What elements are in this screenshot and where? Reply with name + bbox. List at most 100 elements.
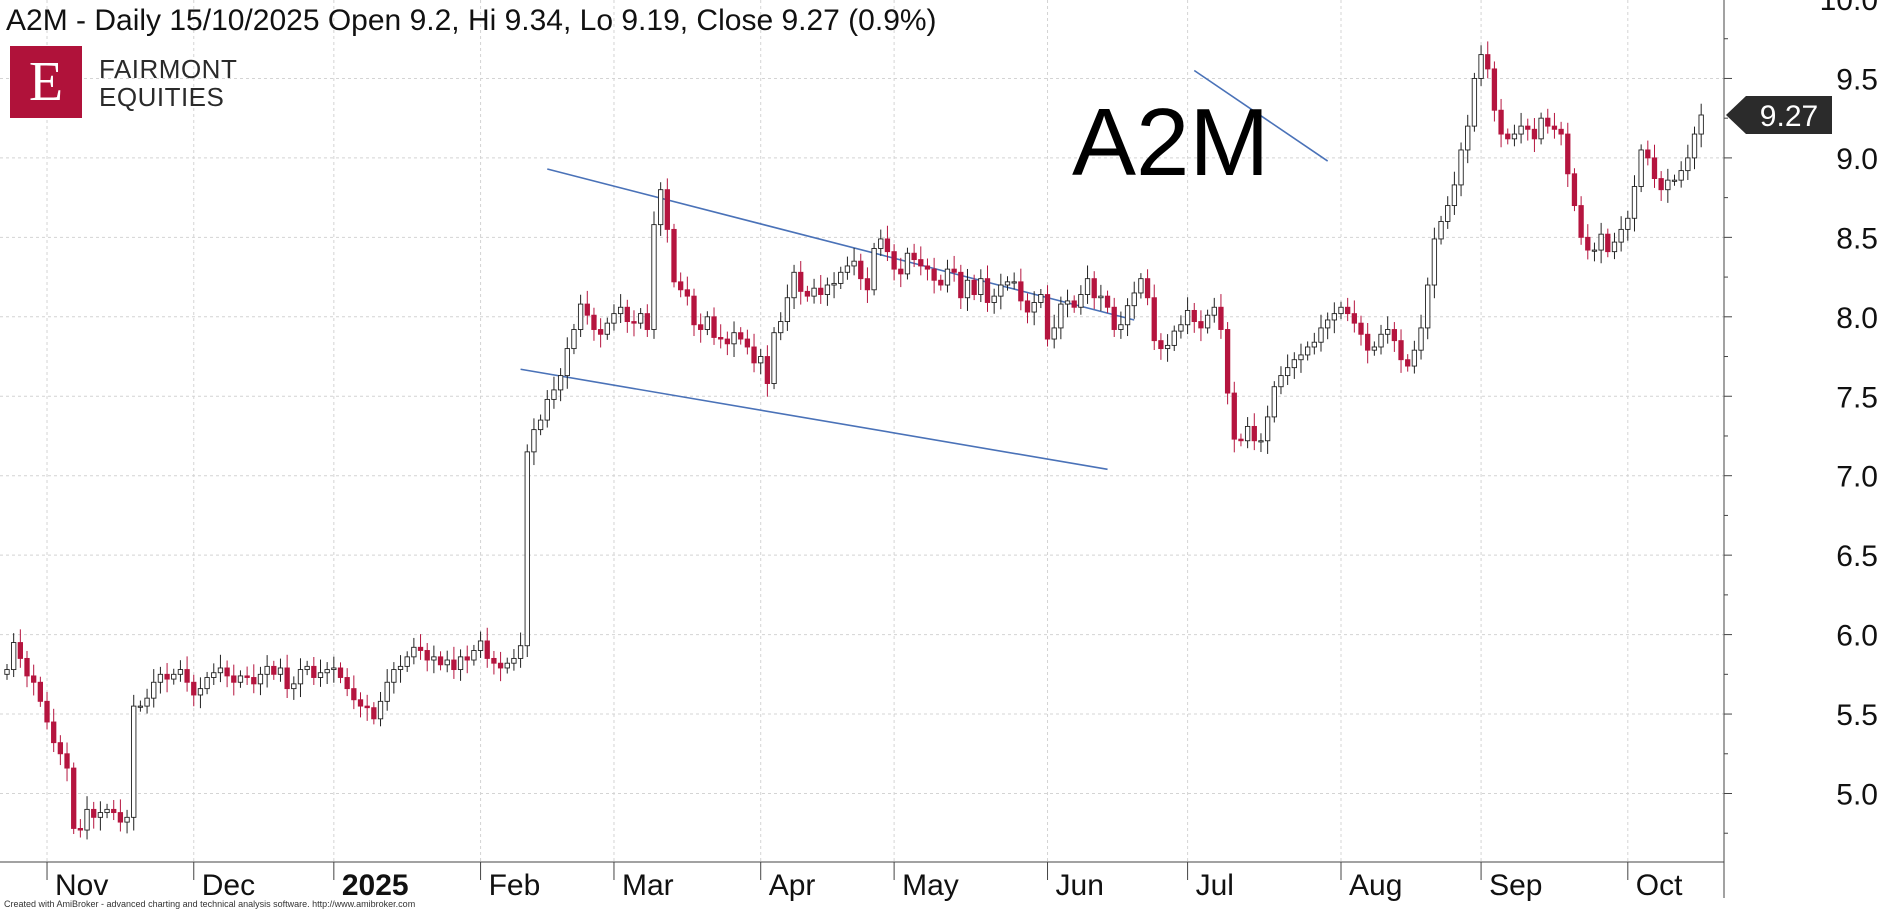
y-tick-label: 8.5 <box>1836 222 1878 255</box>
candle-body <box>551 389 557 400</box>
candle-body <box>1124 305 1131 326</box>
candle-body <box>1231 392 1237 440</box>
x-tick-label: May <box>902 869 959 902</box>
candle-body <box>1358 322 1364 335</box>
candle-body <box>1505 133 1511 140</box>
candle-body <box>611 313 617 324</box>
candle-body <box>1198 321 1204 329</box>
candle-body <box>1311 341 1317 348</box>
candle-body <box>111 808 117 814</box>
candle-body <box>1338 306 1344 315</box>
candle-body <box>1218 306 1224 330</box>
trendline-lower-channel <box>520 368 1108 471</box>
candle-body <box>1038 294 1044 303</box>
candle-body <box>678 281 684 291</box>
candle-body <box>524 451 530 647</box>
candle-body <box>31 675 37 683</box>
candle-body <box>878 238 884 249</box>
candle-body <box>738 332 744 340</box>
candle-body <box>631 321 637 324</box>
candle-body <box>818 287 824 296</box>
candle-body <box>564 348 570 377</box>
candle-body <box>1044 294 1051 340</box>
trendline-upper-channel <box>547 168 1135 321</box>
candle-body <box>791 271 797 299</box>
candle-body <box>938 279 944 286</box>
candle-body <box>1351 313 1357 324</box>
candle-body <box>217 667 224 674</box>
y-tick-label: 5.5 <box>1836 699 1878 732</box>
candle-body <box>1465 125 1471 151</box>
candle-body <box>1098 295 1104 299</box>
candle-body <box>904 252 911 275</box>
candle-body <box>731 332 737 345</box>
candle-body <box>1698 114 1704 135</box>
candle-body <box>1611 241 1618 253</box>
candle-body <box>571 329 577 350</box>
candle-body <box>1551 125 1558 130</box>
x-tick-label: 2025 <box>342 869 409 902</box>
candle-body <box>464 656 470 661</box>
y-tick-label: 6.0 <box>1836 620 1878 653</box>
candle-body <box>1385 329 1391 335</box>
candle-body <box>77 828 84 831</box>
candle-body <box>1031 302 1037 313</box>
candle-body <box>44 700 50 723</box>
candle-body <box>704 316 711 330</box>
candle-body <box>958 271 964 299</box>
candle-body <box>377 700 384 720</box>
candle-body <box>1024 300 1031 313</box>
candle-body <box>1578 205 1584 238</box>
candle-body <box>457 656 464 671</box>
candle-body <box>964 279 971 299</box>
candle-body <box>1511 133 1518 140</box>
candle-body <box>277 667 284 675</box>
candle-body <box>451 659 457 671</box>
candle-body <box>1638 149 1644 187</box>
candle-body <box>284 667 290 690</box>
candle-body <box>1685 157 1691 172</box>
candle-body <box>497 662 504 669</box>
candle-body <box>1411 349 1418 367</box>
candle-body <box>11 642 17 671</box>
candle-body <box>297 669 304 685</box>
candle-body <box>1211 306 1217 316</box>
candle-body <box>638 313 644 324</box>
candle-body <box>577 303 584 330</box>
x-tick-label: Feb <box>489 869 541 902</box>
candle-body <box>191 681 197 696</box>
candle-body <box>1691 133 1698 159</box>
candle-body <box>591 314 597 330</box>
candle-body <box>1471 77 1478 127</box>
candle-body <box>1051 327 1057 340</box>
candle-body <box>1618 228 1624 243</box>
candle-body <box>257 673 264 685</box>
candle-body <box>1531 128 1538 140</box>
candle-body <box>1204 314 1211 329</box>
candle-body <box>317 672 324 678</box>
candle-body <box>784 297 791 323</box>
candle-body <box>824 284 831 296</box>
candle-body <box>211 672 217 678</box>
candle-body <box>424 650 430 661</box>
candle-body <box>811 287 817 297</box>
candle-body <box>1598 233 1604 251</box>
candle-body <box>764 356 771 384</box>
candle-body <box>1331 313 1337 321</box>
candle-body <box>1605 233 1611 253</box>
candle-body <box>171 673 177 680</box>
tick-labels: 5.0 5.5 6.0 6.5 7.0 7.5 8.0 8.5 9.0 9.5 10.0 Nov Dec… <box>55 0 1878 902</box>
candle-body <box>204 677 210 690</box>
candle-body <box>698 324 704 330</box>
candle-body <box>584 303 590 316</box>
x-tick-label: Apr <box>769 869 816 902</box>
candle-body <box>858 260 864 280</box>
x-tick-label: Oct <box>1636 869 1683 902</box>
candle-body <box>1545 117 1551 127</box>
candle-body <box>71 767 77 829</box>
candle-body <box>1251 425 1257 442</box>
candle-body <box>51 721 57 744</box>
candle-body <box>1345 306 1351 315</box>
candle-body <box>404 656 410 667</box>
